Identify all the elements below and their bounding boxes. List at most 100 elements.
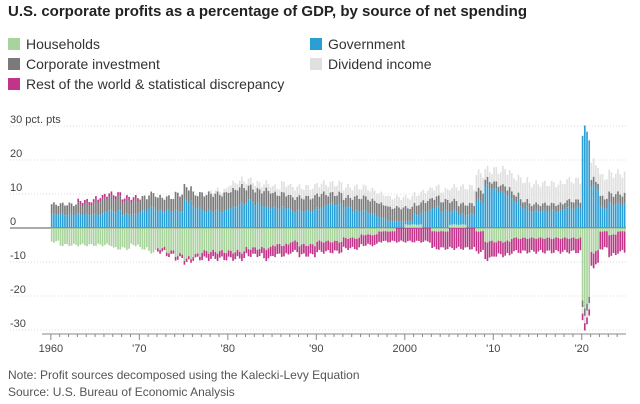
bar-government [564, 209, 566, 228]
bar-government [550, 209, 553, 228]
bar-corporate_investment [334, 196, 336, 206]
bar-corporate_investment [460, 203, 462, 215]
bar-rest_of_world [351, 237, 354, 247]
bar-dividend_income [579, 183, 582, 203]
bar-rest_of_world [382, 231, 385, 242]
bar-government [612, 206, 615, 228]
bar-rest_of_world [97, 199, 99, 203]
bar-rest_of_world [238, 251, 241, 259]
bar-rest_of_world [561, 238, 564, 252]
bar-rest_of_world [592, 253, 595, 269]
bar-households [453, 224, 456, 228]
bar-rest_of_world [364, 235, 367, 246]
legend-item-dividend-income: Dividend income [310, 56, 432, 72]
chart-source: Source: U.S. Bureau of Economic Analysis [8, 385, 235, 399]
bar-corporate_investment [595, 181, 597, 189]
bar-rest_of_world [535, 239, 537, 254]
bar-households [81, 228, 84, 244]
bar-rest_of_world [442, 231, 445, 248]
bar-corporate_investment [484, 179, 487, 187]
bar-government [322, 205, 325, 228]
bar-households [157, 228, 159, 249]
bar-dividend_income [263, 184, 265, 192]
bar-dividend_income [256, 180, 259, 189]
bar-government [121, 215, 124, 228]
bar-corporate_investment [420, 202, 422, 214]
bar-government [168, 209, 170, 228]
bar-corporate_investment [347, 194, 349, 206]
bar-corporate_investment [471, 203, 473, 214]
bar-government [254, 205, 257, 228]
bar-households [53, 228, 55, 243]
bar-rest_of_world [537, 238, 540, 252]
bar-corporate_investment [473, 205, 476, 216]
bar-rest_of_world [455, 228, 458, 249]
bar-rest_of_world [263, 248, 265, 259]
bar-dividend_income [296, 186, 299, 197]
bar-households [294, 228, 296, 241]
bar-rest_of_world [572, 237, 575, 251]
bar-rest_of_world [468, 228, 471, 250]
bar-rest_of_world [207, 253, 210, 261]
bar-rest_of_world [418, 228, 420, 242]
bar-dividend_income [553, 182, 555, 204]
bar-rest_of_world [334, 240, 336, 251]
bar-government [395, 220, 398, 228]
bar-households [457, 224, 460, 228]
bar-households [108, 228, 111, 246]
bar-government [196, 208, 199, 228]
bar-households [415, 224, 418, 228]
bar-corporate_investment [603, 199, 606, 209]
bar-government [623, 203, 626, 228]
bar-households [303, 228, 305, 244]
bar-government [267, 207, 270, 228]
bar-corporate_investment [557, 204, 560, 212]
bar-rest_of_world [163, 246, 166, 250]
bar-corporate_investment [522, 202, 524, 209]
bar-dividend_income [265, 180, 268, 188]
legend-label-rest-of-world: Rest of the world & statistical discrepa… [26, 76, 285, 92]
bar-government [548, 211, 551, 228]
bar-rest_of_world [564, 237, 566, 250]
bar-government [309, 212, 312, 228]
bar-households [606, 228, 608, 232]
bar-government [400, 221, 403, 228]
bar-households [367, 228, 369, 235]
bar-households [391, 228, 394, 232]
bar-government [398, 221, 400, 228]
bar-rest_of_world [121, 199, 124, 203]
bar-rest_of_world [349, 238, 352, 249]
bar-government [163, 212, 166, 228]
bar-households [291, 228, 294, 242]
bar-households [522, 228, 524, 238]
bar-rest_of_world [484, 241, 487, 260]
bar-households [75, 228, 77, 245]
bar-households [278, 228, 281, 244]
bar-households [92, 228, 95, 247]
bar-government [435, 206, 438, 228]
bar-government [579, 209, 582, 228]
bar-dividend_income [269, 187, 272, 194]
bar-government [132, 214, 135, 228]
bar-rest_of_world [488, 241, 491, 258]
bar-government [192, 206, 195, 228]
bar-corporate_investment [214, 193, 217, 211]
bar-households [559, 228, 562, 240]
bar-corporate_investment [57, 205, 60, 216]
bar-households [134, 228, 137, 247]
bar-households [50, 228, 53, 242]
bar-government [126, 213, 128, 228]
bar-rest_of_world [586, 317, 588, 325]
bar-rest_of_world [435, 231, 438, 250]
bar-government [446, 210, 449, 228]
bar-households [482, 228, 484, 232]
bar-rest_of_world [199, 256, 201, 261]
bar-households [528, 228, 531, 239]
bar-corporate_investment [311, 198, 314, 212]
y-tick-label: -30 [10, 318, 26, 330]
bar-corporate_investment [258, 189, 261, 204]
bar-dividend_income [440, 192, 442, 203]
bar-households [88, 228, 91, 245]
bar-households [460, 224, 462, 228]
bar-government [499, 191, 502, 228]
